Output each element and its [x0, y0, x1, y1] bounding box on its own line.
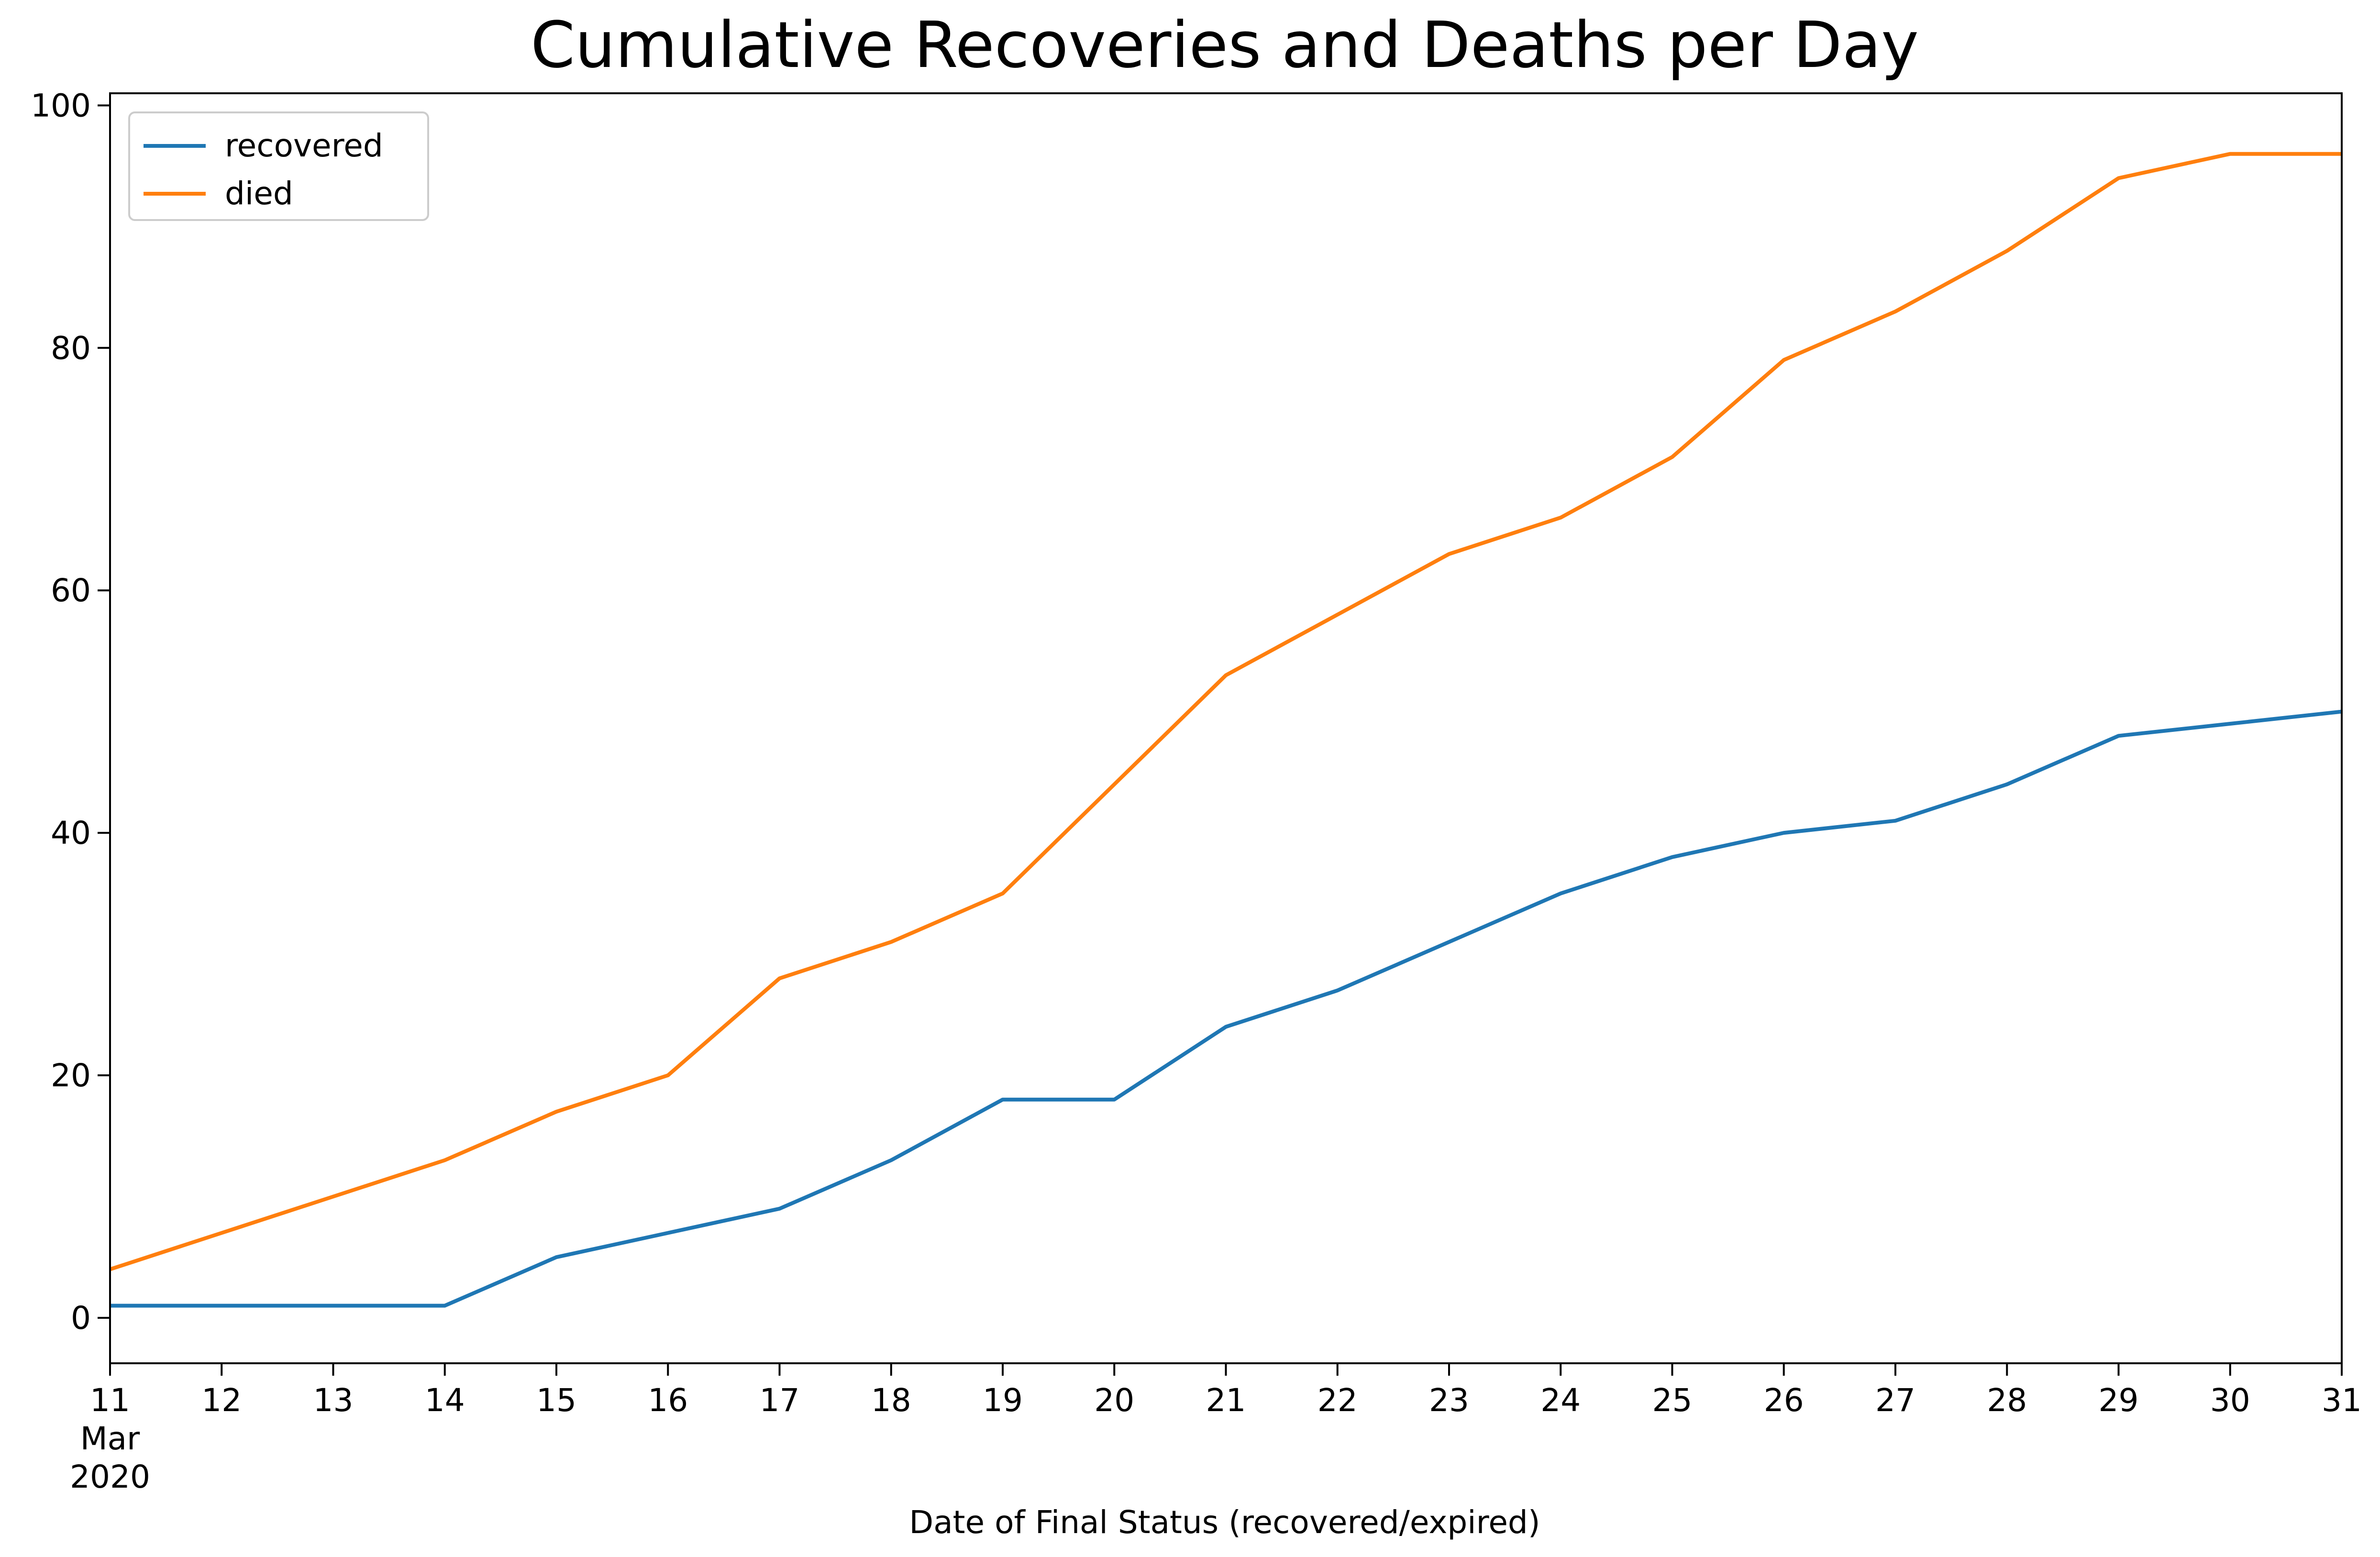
series-line-recovered: [110, 709, 2342, 1308]
y-tick-label: 20: [51, 1057, 91, 1094]
x-tick-label: 18: [871, 1382, 911, 1419]
x-tick-label: 27: [1875, 1382, 1915, 1419]
legend-label-died: died: [225, 175, 293, 212]
data-point-recovered: [556, 1257, 557, 1258]
y-tick-label: 60: [51, 572, 91, 609]
x-tick-label: 28: [1987, 1382, 2027, 1419]
data-point-recovered: [221, 1305, 222, 1306]
x-tick-sublabel: Mar: [80, 1420, 140, 1457]
data-point-recovered: [779, 1208, 780, 1209]
chart-title: Cumulative Recoveries and Deaths per Day: [531, 9, 1919, 82]
y-tick-label: 100: [31, 87, 91, 124]
plot-frame: [109, 92, 2343, 1364]
data-point-recovered: [1895, 820, 1896, 821]
x-tick-label: 11: [90, 1382, 130, 1419]
x-axis-label: Date of Final Status (recovered/expired): [909, 1504, 1540, 1541]
x-tick-label: 25: [1652, 1382, 1693, 1419]
data-point-recovered: [444, 1305, 445, 1306]
data-point-died: [1895, 311, 1896, 312]
x-tick-label: 22: [1317, 1382, 1358, 1419]
x-tick-label: 16: [648, 1382, 688, 1419]
x-tick-label: 13: [313, 1382, 354, 1419]
y-tick-label: 0: [71, 1300, 91, 1336]
series-line-died: [109, 152, 2342, 1271]
x-tick-label: 12: [201, 1382, 242, 1419]
plot-area: 0 20 40 60 80 100 11 12 13 14 15 16 17 18 19 20 21 22 23 24…: [31, 87, 2362, 1495]
x-tick-label: 31: [2322, 1382, 2362, 1419]
x-tick-label: 20: [1094, 1382, 1134, 1419]
y-tick-label: 80: [51, 330, 91, 366]
x-tick-label: 26: [1764, 1382, 1804, 1419]
data-point-died: [779, 978, 780, 979]
legend: recovered died: [128, 111, 429, 221]
x-tick-label: 14: [425, 1382, 465, 1419]
data-point-recovered: [1337, 990, 1338, 991]
x-tick-label: 17: [760, 1382, 800, 1419]
data-point-died: [1337, 614, 1338, 615]
data-point-recovered: [1114, 1099, 1115, 1100]
x-tick-label: 15: [536, 1382, 576, 1419]
x-tick-label: 29: [2099, 1382, 2139, 1419]
x-tick-sublabel: 2020: [70, 1458, 150, 1495]
x-tick-label: 21: [1206, 1382, 1246, 1419]
x-tick-label: 30: [2210, 1382, 2250, 1419]
x-tick-label: 19: [983, 1382, 1023, 1419]
x-tick-label: 24: [1540, 1382, 1581, 1419]
x-tick-label: 23: [1429, 1382, 1469, 1419]
y-tick-label: 40: [51, 815, 91, 851]
legend-label-recovered: recovered: [225, 127, 383, 164]
